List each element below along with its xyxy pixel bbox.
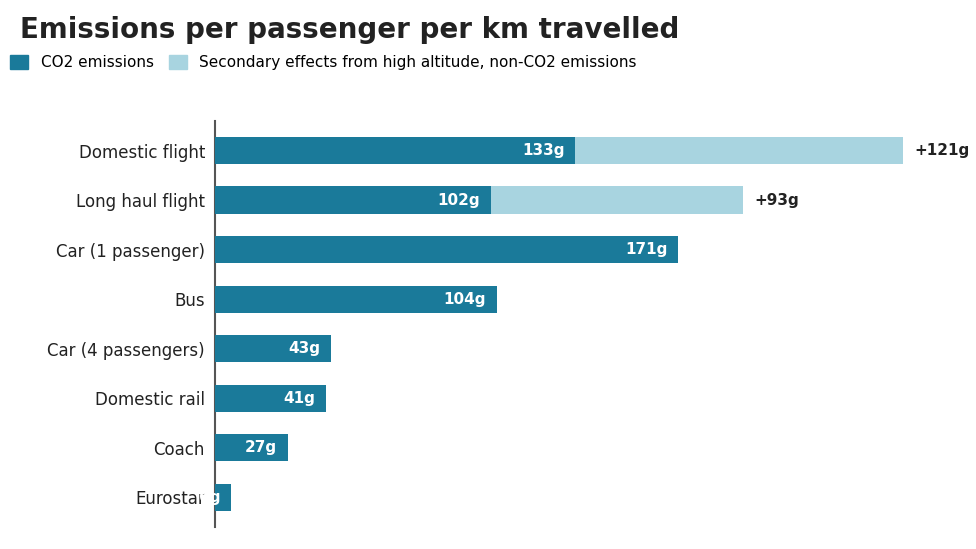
- Bar: [215, 385, 326, 412]
- Text: 43g: 43g: [289, 341, 320, 356]
- Bar: [215, 335, 331, 362]
- Text: +93g: +93g: [754, 193, 799, 208]
- Text: 104g: 104g: [443, 292, 486, 307]
- Bar: [575, 137, 904, 164]
- Text: +121g: +121g: [915, 143, 969, 158]
- Bar: [215, 236, 678, 263]
- Bar: [215, 137, 575, 164]
- Bar: [215, 285, 497, 313]
- Text: 6g: 6g: [199, 490, 221, 505]
- Text: Emissions per passenger per km travelled: Emissions per passenger per km travelled: [20, 16, 679, 44]
- Text: 102g: 102g: [438, 193, 480, 208]
- Bar: [215, 484, 231, 511]
- Bar: [215, 187, 491, 214]
- Text: 171g: 171g: [625, 242, 668, 257]
- Text: 41g: 41g: [283, 391, 315, 406]
- Bar: [491, 187, 744, 214]
- Text: 133g: 133g: [522, 143, 564, 158]
- Bar: [215, 434, 288, 461]
- Legend: CO2 emissions, Secondary effects from high altitude, non-CO2 emissions: CO2 emissions, Secondary effects from hi…: [10, 55, 637, 70]
- Text: 27g: 27g: [245, 440, 277, 455]
